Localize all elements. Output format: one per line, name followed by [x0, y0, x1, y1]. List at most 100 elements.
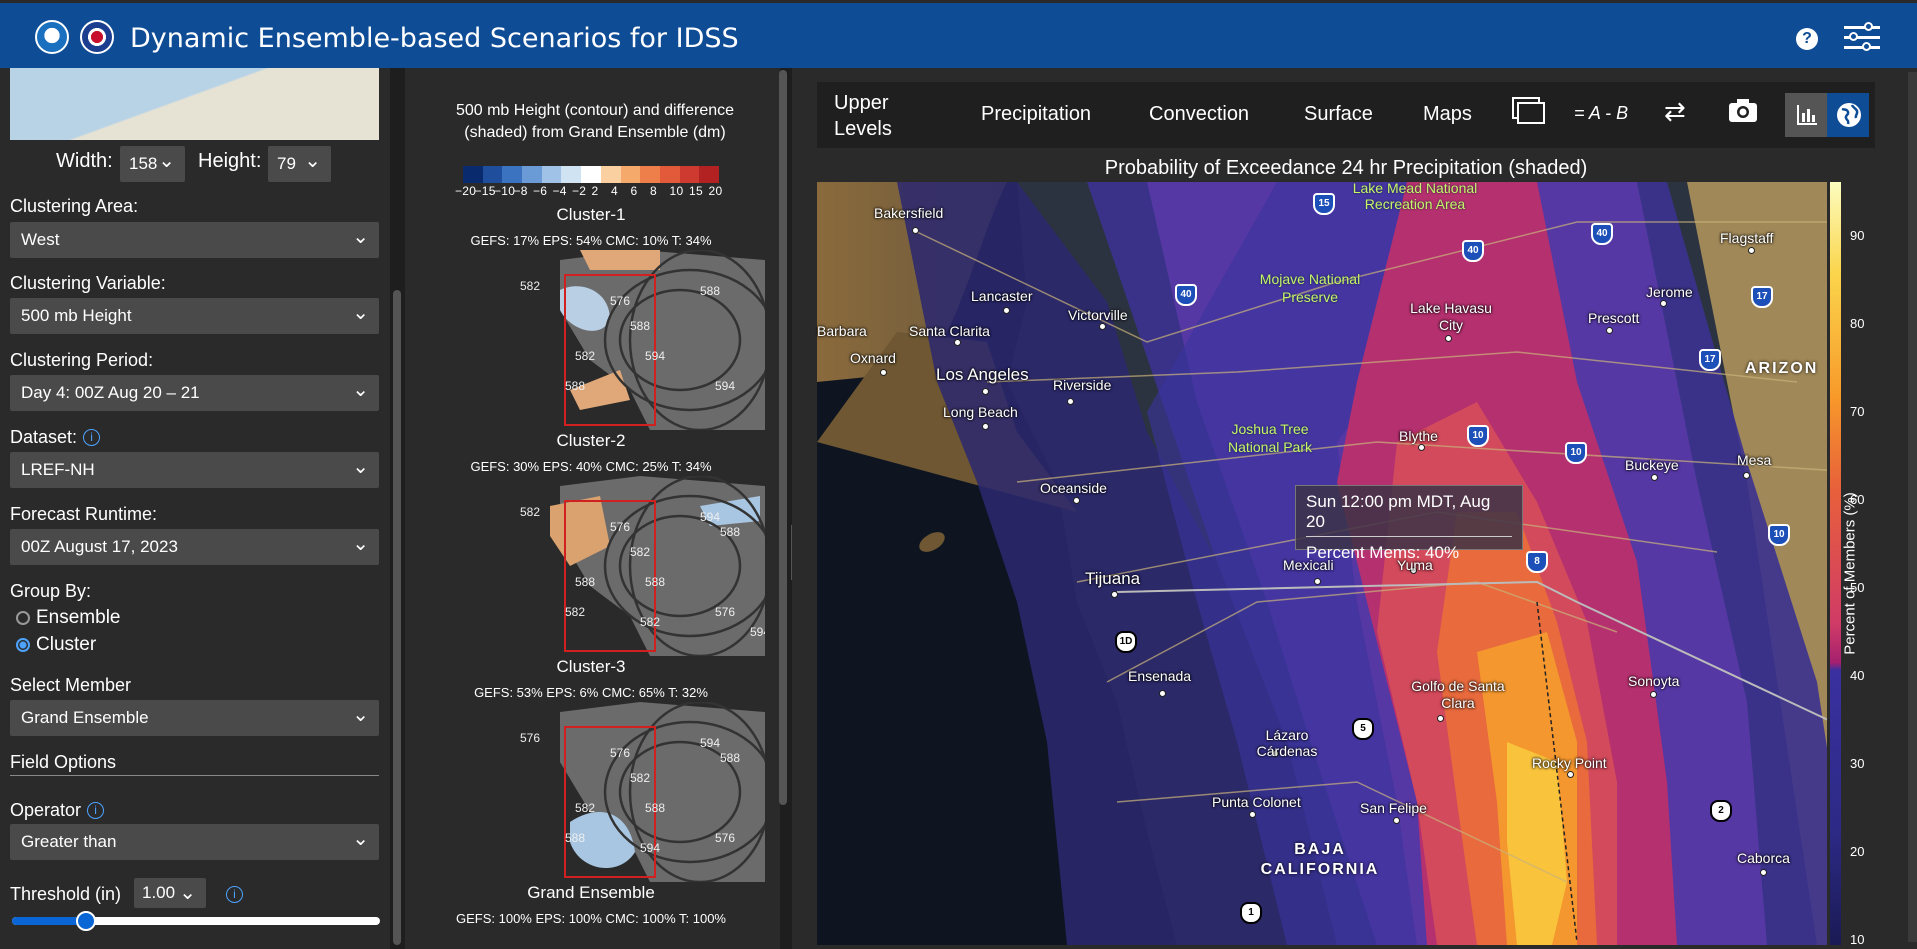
clustering-area-select[interactable]: West [10, 222, 379, 258]
cluster-2-map[interactable]: 582576582588594588582576588582594 [460, 476, 765, 656]
contour-label: 594 [750, 625, 765, 639]
precipitation-map[interactable] [817, 182, 1875, 945]
contour-label: 588 [630, 319, 650, 333]
map-view-toggle[interactable] [1827, 93, 1869, 137]
place-label: Prescott [1588, 310, 1640, 326]
highway-shield: 10 [1565, 442, 1587, 464]
threshold-label: Threshold (in) [10, 884, 122, 904]
tab-surface[interactable]: Surface [1304, 103, 1373, 125]
group-cluster-label[interactable]: Cluster [36, 634, 97, 655]
tooltip-time: Sun 12:00 pm MDT, Aug 20 [1306, 492, 1512, 537]
tab-convection[interactable]: Convection [1149, 103, 1250, 125]
tab-maps[interactable]: Maps [1423, 103, 1472, 125]
legend-tick: 60 [1850, 492, 1865, 507]
right-panel-scrollbar[interactable] [1908, 72, 1917, 942]
forecast-runtime-label: Forecast Runtime: [10, 504, 158, 524]
help-icon[interactable]: ? [1796, 28, 1818, 50]
height-contour [603, 268, 765, 412]
clustering-area-label: Clustering Area: [10, 196, 139, 216]
place-label: Rocky Point [1532, 755, 1607, 771]
settings-sliders-icon[interactable] [1844, 22, 1880, 53]
place-label: Bakersfield [874, 205, 944, 221]
select-member-select[interactable]: Grand Ensemble [10, 700, 379, 736]
colorbar-swatch [561, 166, 582, 183]
contour-label: 576 [715, 831, 735, 845]
group-ensemble-label[interactable]: Ensemble [36, 607, 121, 628]
left-panel-scrollbar[interactable] [393, 290, 401, 945]
height-input[interactable]: 79 [268, 146, 331, 182]
threshold-input[interactable]: 1.00 [134, 878, 206, 908]
highway-shield: 1 [1240, 902, 1262, 924]
colorbar-swatch [541, 166, 562, 183]
dataset-info-icon[interactable]: i [83, 429, 101, 446]
clustering-variable-select[interactable]: 500 mb Height [10, 298, 379, 334]
width-input[interactable]: 158 [120, 146, 185, 182]
app-title: Dynamic Ensemble-based Scenarios for IDS… [130, 23, 739, 54]
field-options-heading: Field Options [10, 752, 117, 772]
legend-tick: 50 [1850, 580, 1865, 595]
operator-select[interactable]: Greater than [10, 824, 379, 860]
field-options-divider [10, 775, 379, 776]
region-label: ARIZON [1745, 360, 1819, 377]
swap-arrows-icon[interactable]: ⇄ [1664, 96, 1686, 126]
forecast-runtime-select[interactable]: 00Z August 17, 2023 [10, 529, 379, 565]
colorbar-tick-label: −6 [533, 184, 548, 198]
chart-view-toggle[interactable] [1785, 93, 1827, 137]
colorbar-tick-label: 2 [591, 184, 599, 198]
place-label: Tijuana [1085, 569, 1141, 588]
cluster-panel-scrollbar[interactable] [779, 70, 787, 805]
contour-label: 588 [575, 575, 595, 589]
threshold-slider-thumb[interactable] [75, 911, 96, 931]
tab-upper-levels[interactable]: Upper Levels [834, 92, 892, 140]
place-label: Flagstaff [1720, 230, 1774, 246]
dataset-select[interactable]: LREF-NH [10, 452, 379, 488]
place-label: San Felipe [1360, 800, 1427, 816]
height-contour [603, 720, 765, 864]
difference-button[interactable]: = A - B [1574, 103, 1629, 123]
place-label: Mexicali [1283, 557, 1334, 573]
colorbar-swatch [463, 166, 483, 183]
colorbar-tick-label: −2 [572, 184, 587, 198]
place-label: Sonoyta [1628, 673, 1680, 689]
threshold-slider-track[interactable] [12, 917, 380, 925]
layers-copy-icon[interactable] [1512, 96, 1548, 135]
threshold-info-icon[interactable]: i [226, 886, 243, 903]
cluster-3-map[interactable]: 576 576 582 588 594 582 588 576 588 594 [460, 702, 765, 882]
clustering-area-minimap[interactable] [10, 68, 379, 140]
legend-tick: 40 [1850, 668, 1865, 683]
contour-label: 576 [610, 746, 630, 760]
height-contour [618, 514, 742, 618]
height-contour [628, 250, 765, 430]
highway-shield: 40 [1462, 240, 1484, 262]
place-label: Oceanside [1040, 480, 1107, 496]
noaa-logo [35, 20, 69, 54]
group-ensemble-radio[interactable] [16, 611, 30, 625]
contour-label: 582 [640, 615, 660, 629]
cluster-2-title: Cluster-2 [556, 431, 626, 450]
contour-label: 594 [700, 736, 720, 750]
colorbar-tick-label: 6 [630, 184, 638, 198]
highway-shield: 2 [1710, 800, 1732, 822]
camera-icon[interactable] [1727, 96, 1759, 131]
highway-shield: 40 [1175, 284, 1197, 306]
contour-label: 582 [520, 279, 540, 293]
cluster-1-title: Cluster-1 [556, 205, 626, 224]
colorbar-swatch [581, 166, 601, 183]
contour-label: 582 [575, 349, 595, 363]
highway-shield: 15 [1313, 193, 1335, 215]
place-label: Jerome [1646, 284, 1693, 300]
cluster-1-map[interactable]: 582 576 588 594 588 582 588 594 [460, 250, 765, 430]
threshold-slider-fill [12, 917, 86, 925]
clustering-period-select[interactable]: Day 4: 00Z Aug 20 – 21 [10, 375, 379, 411]
colorbar-swatch [620, 166, 641, 183]
operator-info-icon[interactable]: i [87, 802, 105, 819]
highway-shield: 10 [1768, 524, 1790, 546]
colorbar-swatch [522, 166, 542, 183]
tab-precipitation[interactable]: Precipitation [981, 103, 1092, 125]
group-cluster-radio[interactable] [16, 638, 30, 652]
contour-label: 594 [700, 510, 720, 524]
place-label: Blythe [1399, 428, 1438, 444]
legend-tick: 90 [1850, 228, 1865, 243]
dataset-label-row: Dataset: i [10, 427, 101, 448]
place-label: Lancaster [971, 288, 1033, 304]
